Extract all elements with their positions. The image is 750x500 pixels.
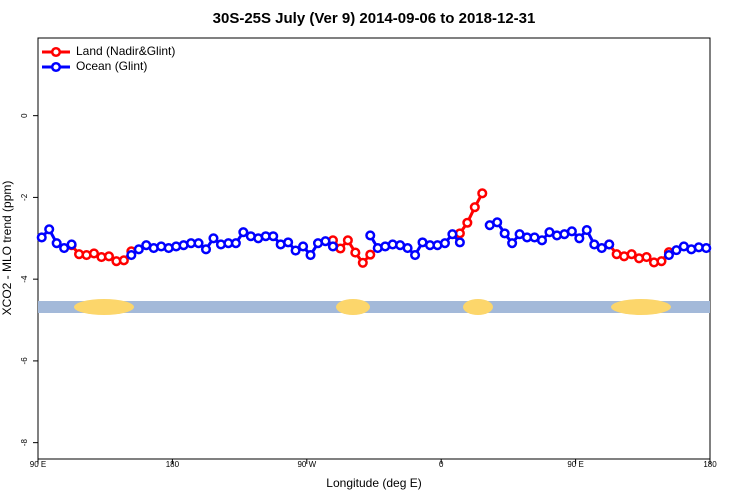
data-point — [574, 233, 585, 244]
data-point — [283, 237, 294, 248]
legend-label: Land (Nadir&Glint) — [76, 44, 175, 58]
data-point — [492, 217, 503, 228]
data-point — [589, 239, 600, 250]
data-point — [499, 228, 510, 239]
data-point — [320, 236, 331, 247]
y-tick-label: -4 — [20, 275, 29, 283]
data-point — [656, 256, 667, 267]
data-point — [208, 233, 219, 244]
data-point — [103, 251, 114, 262]
x-axis-label: Longitude (deg E) — [326, 476, 421, 490]
ocean-band — [38, 301, 710, 313]
data-point — [566, 226, 577, 237]
y-axis-label: XCO2 - MLO trend (ppm) — [0, 181, 14, 316]
data-point — [44, 224, 55, 235]
data-point — [469, 202, 480, 213]
land-band — [611, 299, 671, 315]
data-point — [410, 249, 421, 261]
data-point — [59, 243, 70, 254]
y-tick-label: -6 — [20, 357, 29, 365]
x-tick-label: 180 — [703, 460, 717, 469]
data-point — [596, 243, 607, 254]
data-point — [66, 239, 77, 250]
y-tick-label: 0 — [20, 113, 29, 118]
data-point — [671, 245, 682, 256]
surface-band — [38, 299, 710, 315]
data-point — [230, 238, 241, 249]
x-tick-label: 90 W — [297, 460, 316, 469]
data-point — [133, 244, 144, 255]
land-band — [336, 299, 370, 315]
data-point — [118, 255, 129, 266]
data-point — [357, 257, 368, 268]
data-point — [701, 243, 712, 254]
x-tick-label: 0 — [439, 460, 444, 469]
data-point — [604, 239, 615, 250]
data-point — [402, 243, 413, 254]
data-point — [447, 229, 458, 240]
y-tick-label: -8 — [20, 439, 29, 447]
data-point — [365, 230, 376, 241]
chart-title: 30S-25S July (Ver 9) 2014-09-06 to 2018-… — [213, 10, 536, 27]
data-point — [36, 232, 47, 243]
data-point — [290, 245, 301, 256]
legend-label: Ocean (Glint) — [76, 59, 147, 73]
data-point — [238, 227, 249, 238]
land-band — [463, 299, 493, 315]
x-tick-label: 90 E — [567, 460, 583, 469]
data-point — [454, 237, 465, 248]
legend-marker — [50, 46, 62, 58]
data-point — [51, 238, 62, 249]
data-point — [641, 252, 652, 263]
data-point — [536, 235, 548, 246]
data-point — [350, 247, 361, 258]
data-point — [626, 249, 637, 260]
land-band — [74, 299, 134, 315]
x-tick-label: 180 — [166, 460, 180, 469]
data-point — [663, 249, 674, 261]
data-point — [126, 249, 137, 261]
data-point — [462, 217, 473, 228]
legend-marker — [50, 61, 62, 73]
data-point — [305, 249, 316, 261]
data-point — [439, 238, 450, 249]
data-point — [581, 225, 592, 236]
x-tick-label: 90 E — [30, 460, 46, 469]
y-tick-label: -2 — [20, 193, 29, 201]
data-point — [507, 238, 518, 249]
data-point — [88, 248, 100, 259]
data-point — [200, 244, 212, 255]
data-point — [365, 249, 376, 260]
data-point — [477, 188, 488, 199]
data-point — [193, 238, 204, 249]
data-point — [327, 241, 338, 252]
data-point — [342, 235, 353, 246]
data-point — [268, 231, 279, 242]
data-point — [298, 241, 309, 252]
